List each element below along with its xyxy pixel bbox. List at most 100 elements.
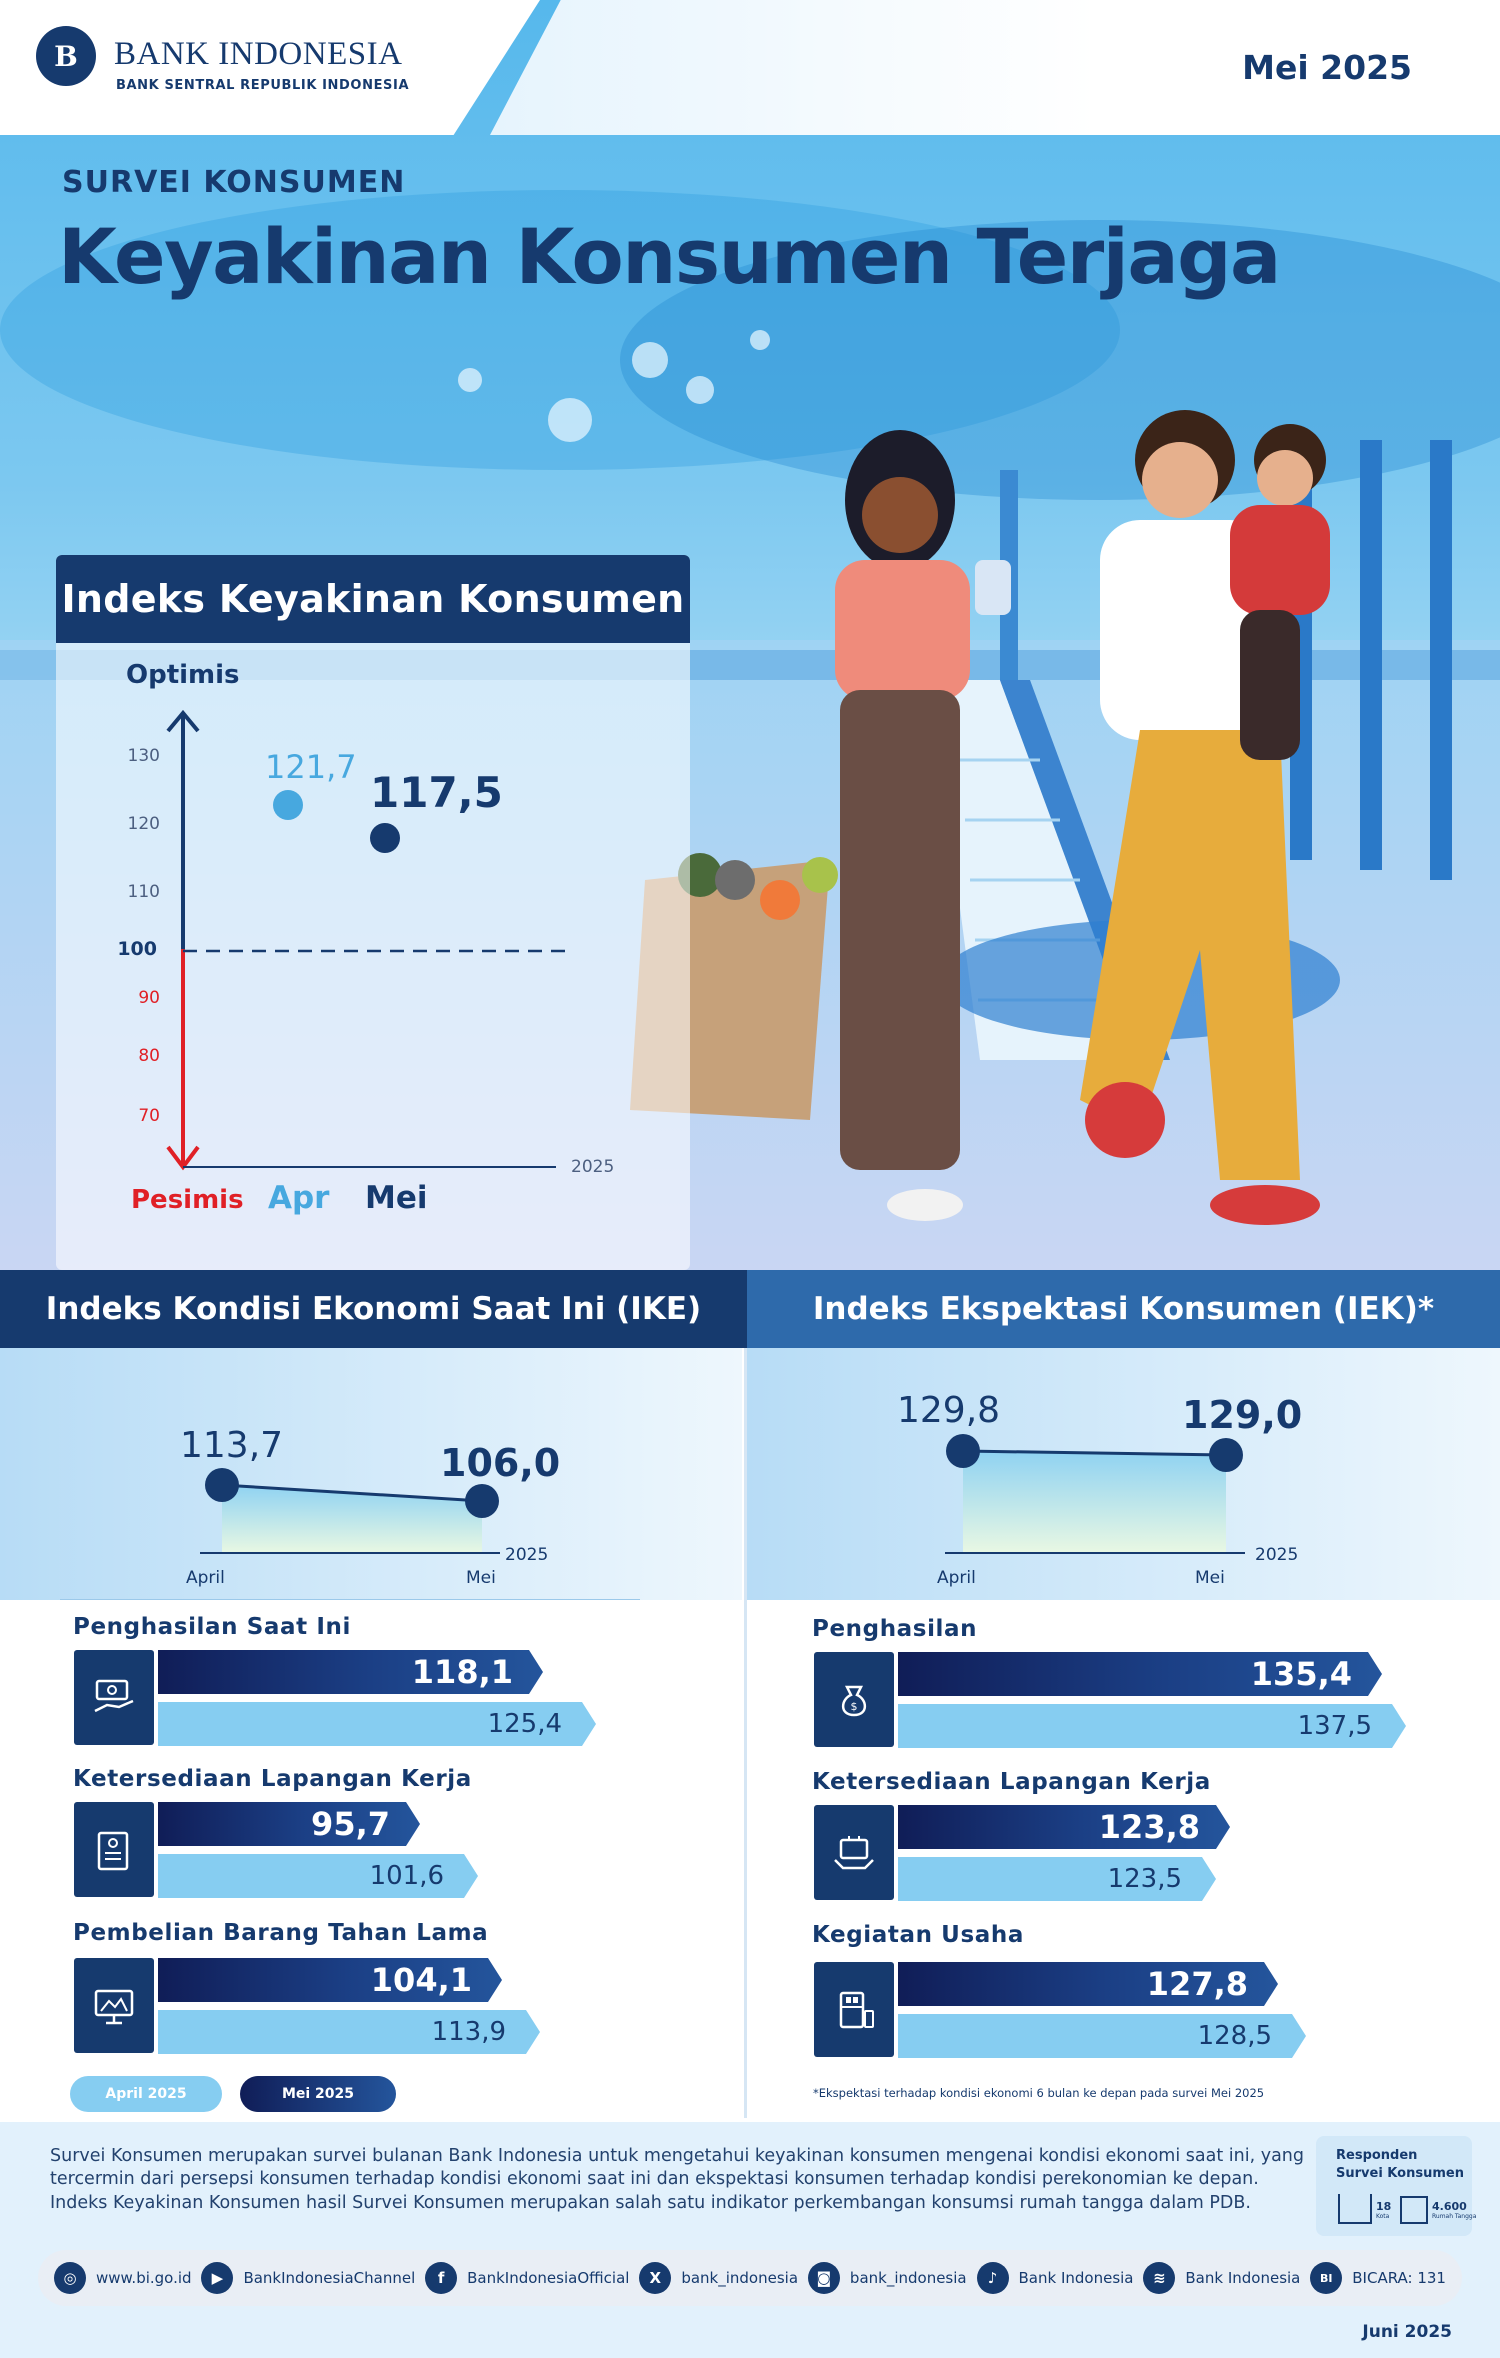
ike-bar-mei-2: 95,7 [158,1802,420,1846]
legend-april: April 2025 [70,2076,222,2112]
cities-label: Kota [1376,2213,1390,2220]
ikk-tick-90: 90 [138,988,160,1008]
iek-bar-apr-value-3: 128,5 [1197,2021,1272,2051]
ike-bar-apr-value-2: 101,6 [369,1861,444,1891]
brand-name: BANK INDONESIA [114,36,403,72]
ike-value-mei: 106,0 [440,1441,561,1485]
social-spotify[interactable]: ≋ Bank Indonesia [1143,2262,1300,2294]
iek-item-label-3: Kegiatan Usaha [812,1922,1024,1948]
social-spotify-label: Bank Indonesia [1185,2269,1301,2287]
ikk-month-mei: Mei [365,1180,428,1216]
ike-section-title: Indeks Kondisi Ekonomi Saat Ini (IKE) [0,1270,747,1348]
iek-value-mei: 129,0 [1182,1393,1303,1437]
ike-bar-apr-2: 101,6 [158,1854,478,1898]
respondents-box [1316,2136,1472,2236]
ike-year: 2025 [505,1545,549,1565]
social-links-bar: ◎ www.bi.go.id ▶ BankIndonesiaChannel f Ban… [38,2250,1462,2306]
published-date: Juni 2025 [1362,2322,1452,2342]
ikk-tick-70: 70 [138,1106,160,1126]
iek-month-apr: April [937,1568,976,1588]
iek-footnote: *Ekspektasi terhadap kondisi ekonomi 6 b… [813,2086,1265,2100]
iek-bar-mei-2: 123,8 [898,1805,1230,1849]
instagram-icon: ◙ [807,2262,840,2294]
iek-bar-apr-1: 137,5 [898,1704,1406,1748]
svg-text:$: $ [851,1700,858,1713]
iek-bar-mei-value-3: 127,8 [1146,1965,1248,2003]
ike-bar-apr-3: 113,9 [158,2010,540,2054]
city-icon [1338,2194,1372,2224]
legend-april-label: April 2025 [105,2086,187,2102]
briefcase-hands-icon [814,1805,894,1900]
ikk-tick-80: 80 [138,1046,160,1066]
ikk-tick-100: 100 [117,938,157,960]
cities-count: 18 [1376,2200,1392,2213]
cash-hand-icon [74,1650,154,1745]
ikk-point-mei [370,823,400,853]
ikk-value-mei: 117,5 [370,768,503,817]
social-bicara-label: BICARA: 131 [1352,2269,1446,2287]
legend-mei: Mei 2025 [240,2076,396,2112]
ike-bar-mei-value-3: 104,1 [370,1961,472,1999]
ike-chart-band [0,1348,742,1600]
ikk-point-apr [273,790,303,820]
ike-bar-apr-value-1: 125,4 [487,1709,562,1739]
social-facebook[interactable]: f BankIndonesiaOfficial [425,2262,629,2294]
ike-bar-mei-1: 118,1 [158,1650,543,1694]
iek-bar-mei-3: 127,8 [898,1962,1278,2006]
ike-item-label-1: Penghasilan Saat Ini [73,1614,351,1640]
respondents-title-1: Responden [1336,2148,1418,2163]
social-x-label: bank_indonesia [681,2269,799,2287]
man-and-child-illustration [1080,410,1330,1225]
ike-iek-mini-charts [60,1434,1245,1600]
iek-year: 2025 [1255,1545,1299,1565]
optimis-label: Optimis [126,660,240,690]
tv-icon [74,1958,154,2053]
iek-bar-apr-2: 123,5 [898,1857,1216,1901]
social-instagram-label: bank_indonesia [849,2269,967,2287]
bank-indonesia-logo-icon: B [36,26,96,86]
pesimis-label: Pesimis [131,1185,244,1215]
tiktok-icon: ♪ [976,2262,1009,2294]
ike-bar-mei-value-2: 95,7 [311,1805,390,1843]
ikk-value-apr: 121,7 [265,748,357,786]
survey-description: Survei Konsumen merupakan survei bulanan… [50,2146,1304,2213]
house-icon [1400,2196,1428,2224]
iek-month-mei: Mei [1195,1568,1225,1588]
ikk-title: Indeks Keyakinan Konsumen [56,555,690,643]
ikk-axis-chart [166,709,566,1171]
households-label: Rumah Tangga [1432,2213,1477,2220]
hero-section: B BANK INDONESIA BANK SENTRAL REPUBLIK I… [0,0,1500,1270]
social-facebook-label: BankIndonesiaOfficial [467,2269,630,2287]
iek-bar-apr-value-1: 137,5 [1297,1711,1372,1741]
iek-item-label-2: Ketersediaan Lapangan Kerja [812,1769,1211,1795]
footer-band [0,2122,1500,2358]
social-instagram[interactable]: ◙ bank_indonesia [807,2262,967,2294]
social-tiktok-label: Bank Indonesia [1018,2269,1134,2287]
ikk-tick-120: 120 [127,814,160,834]
shop-icon [814,1962,894,2057]
ike-month-apr: April [186,1568,225,1588]
social-bicara[interactable]: BI BICARA: 131 [1310,2262,1446,2294]
column-divider [744,1348,747,2118]
social-tiktok[interactable]: ♪ Bank Indonesia [976,2262,1134,2294]
iek-bar-apr-3: 128,5 [898,2014,1306,2058]
ike-bar-apr-value-3: 113,9 [431,2017,506,2047]
social-youtube[interactable]: ▶ BankIndonesiaChannel [201,2262,415,2294]
households-count: 4.600 [1432,2200,1467,2213]
social-youtube-label: BankIndonesiaChannel [243,2269,416,2287]
bicara-icon: BI [1310,2262,1343,2294]
iek-value-apr: 129,8 [897,1390,1001,1431]
page-title: Keyakinan Konsumen Terjaga [58,212,1281,301]
money-bag-icon: $ [814,1652,894,1747]
iek-item-label-1: Penghasilan [812,1616,978,1642]
ike-bar-mei-3: 104,1 [158,1958,502,2002]
social-website-label: www.bi.go.id [96,2269,192,2287]
ikk-tick-130: 130 [127,746,160,766]
ike-bar-apr-1: 125,4 [158,1702,596,1746]
facebook-icon: f [425,2262,458,2294]
period-label: Mei 2025 [1242,48,1412,87]
survey-kicker: SURVEI KONSUMEN [62,165,406,200]
social-website[interactable]: ◎ www.bi.go.id [54,2262,192,2294]
ikk-year-label: 2025 [571,1157,615,1177]
